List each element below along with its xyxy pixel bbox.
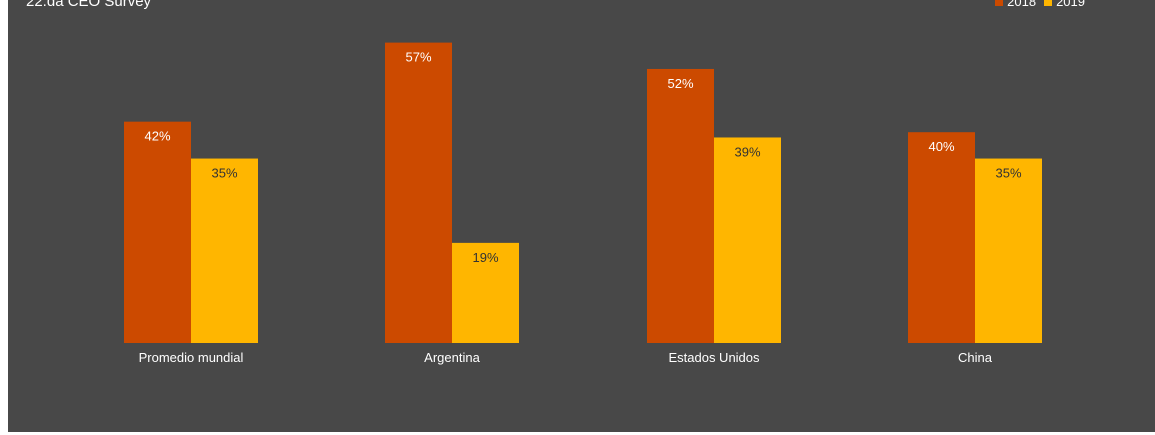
category-label-promedio-mundial: Promedio mundial xyxy=(139,350,244,365)
bar-2019-china xyxy=(975,159,1042,343)
chart-panel: 22.da CEO Survey 2018 2019 42% 35% Promedi… xyxy=(8,0,1155,432)
category-label-argentina: Argentina xyxy=(424,350,480,365)
data-label-2018-estados-unidos: 52% xyxy=(667,76,693,91)
bar-2019-estados-unidos xyxy=(714,137,781,343)
category-label-china: China xyxy=(958,350,993,365)
data-label-2018-promedio-mundial: 42% xyxy=(144,129,170,144)
data-label-2019-estados-unidos: 39% xyxy=(734,144,760,159)
bar-2018-china xyxy=(908,132,975,343)
bar-2018-promedio-mundial xyxy=(124,122,191,343)
data-label-2019-argentina: 19% xyxy=(472,250,498,265)
bar-2018-estados-unidos xyxy=(647,69,714,343)
bar-2019-promedio-mundial xyxy=(191,159,258,343)
data-label-2019-china: 35% xyxy=(995,166,1021,181)
data-label-2018-argentina: 57% xyxy=(405,50,431,65)
bar-chart: 42% 35% Promedio mundial 57% 19% Argentina 52%… xyxy=(8,0,1155,432)
category-label-estados-unidos: Estados Unidos xyxy=(668,350,760,365)
data-label-2019-promedio-mundial: 35% xyxy=(211,166,237,181)
bar-2018-argentina xyxy=(385,43,452,343)
data-label-2018-china: 40% xyxy=(928,139,954,154)
